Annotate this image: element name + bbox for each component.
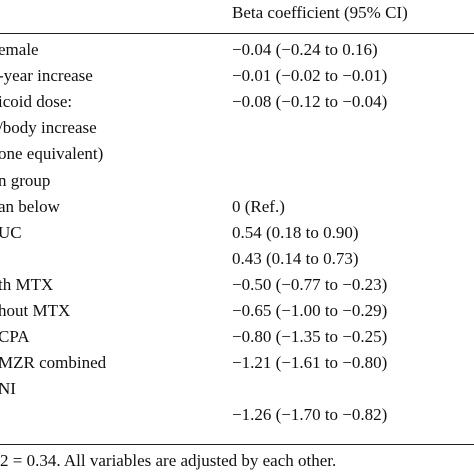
header-rule [0, 33, 474, 34]
row-value: −1.21 (−1.61 to −0.80) [232, 353, 388, 373]
row-value: −0.08 (−0.12 to −0.04) [232, 92, 388, 112]
row-value: 0.43 (0.14 to 0.73) [232, 248, 359, 268]
row-value: −1.26 (−1.70 to −0.82) [232, 405, 388, 425]
row-label: hout MTX [0, 301, 71, 320]
row-label: th MTX [0, 274, 54, 294]
row-label: an below [0, 196, 60, 216]
row-label: /body increase [0, 118, 97, 138]
row-label: UC [0, 222, 22, 242]
row-value: −0.50 (−0.77 to −0.23) [232, 274, 388, 294]
row-value: 0 (Ref.) [232, 196, 285, 216]
row-label: n group [0, 170, 51, 190]
row-label: one equivalent) [0, 144, 104, 164]
row-value: −0.01 (−0.02 to −0.01) [232, 66, 388, 86]
row-value: −0.04 (−0.24 to 0.16) [232, 40, 378, 59]
row-value: −0.65 (−1.00 to −0.29) [232, 301, 388, 320]
column-header: Beta coefficient (95% CI) [232, 3, 408, 22]
row-label: emale [0, 40, 39, 59]
row-value: 0.54 (0.18 to 0.90) [232, 222, 359, 242]
bottom-rule [0, 444, 474, 445]
row-label: MZR combined [0, 353, 107, 373]
row-label: CPA [0, 327, 30, 347]
row-label: icoid dose: [0, 92, 73, 112]
row-label: NI [0, 379, 16, 399]
row-value: −0.80 (−1.35 to −0.25) [232, 327, 388, 347]
footnote: 2 = 0.34. All variables are adjusted by … [0, 451, 337, 470]
row-label: -year increase [0, 66, 93, 86]
